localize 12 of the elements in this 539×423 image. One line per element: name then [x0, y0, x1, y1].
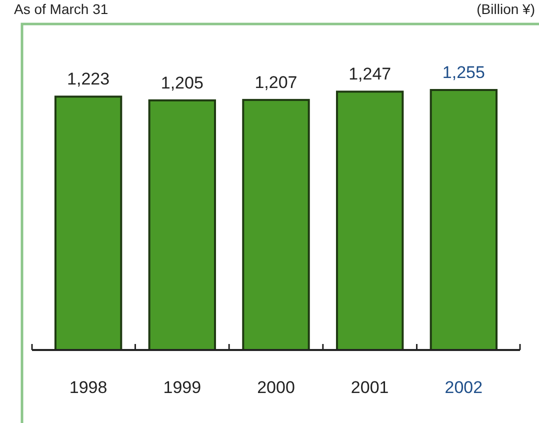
text: (Billion ¥) [476, 1, 535, 17]
data-label: 1,223 [67, 70, 110, 89]
data-label: 1,247 [348, 64, 392, 84]
x-tick-label: 1998 [69, 378, 108, 397]
data-label: 1,255 [442, 63, 485, 82]
x-tick-label: 1999 [163, 378, 202, 397]
data-label: 1,207 [254, 72, 298, 92]
data-label: 1,205 [160, 73, 204, 92]
x-tick-label: 2001 [350, 378, 389, 397]
x-tick-label: 2002 [444, 378, 483, 397]
chart-subtitle: As of March 31 [14, 1, 108, 17]
x-tick-label: 2000 [257, 378, 295, 397]
